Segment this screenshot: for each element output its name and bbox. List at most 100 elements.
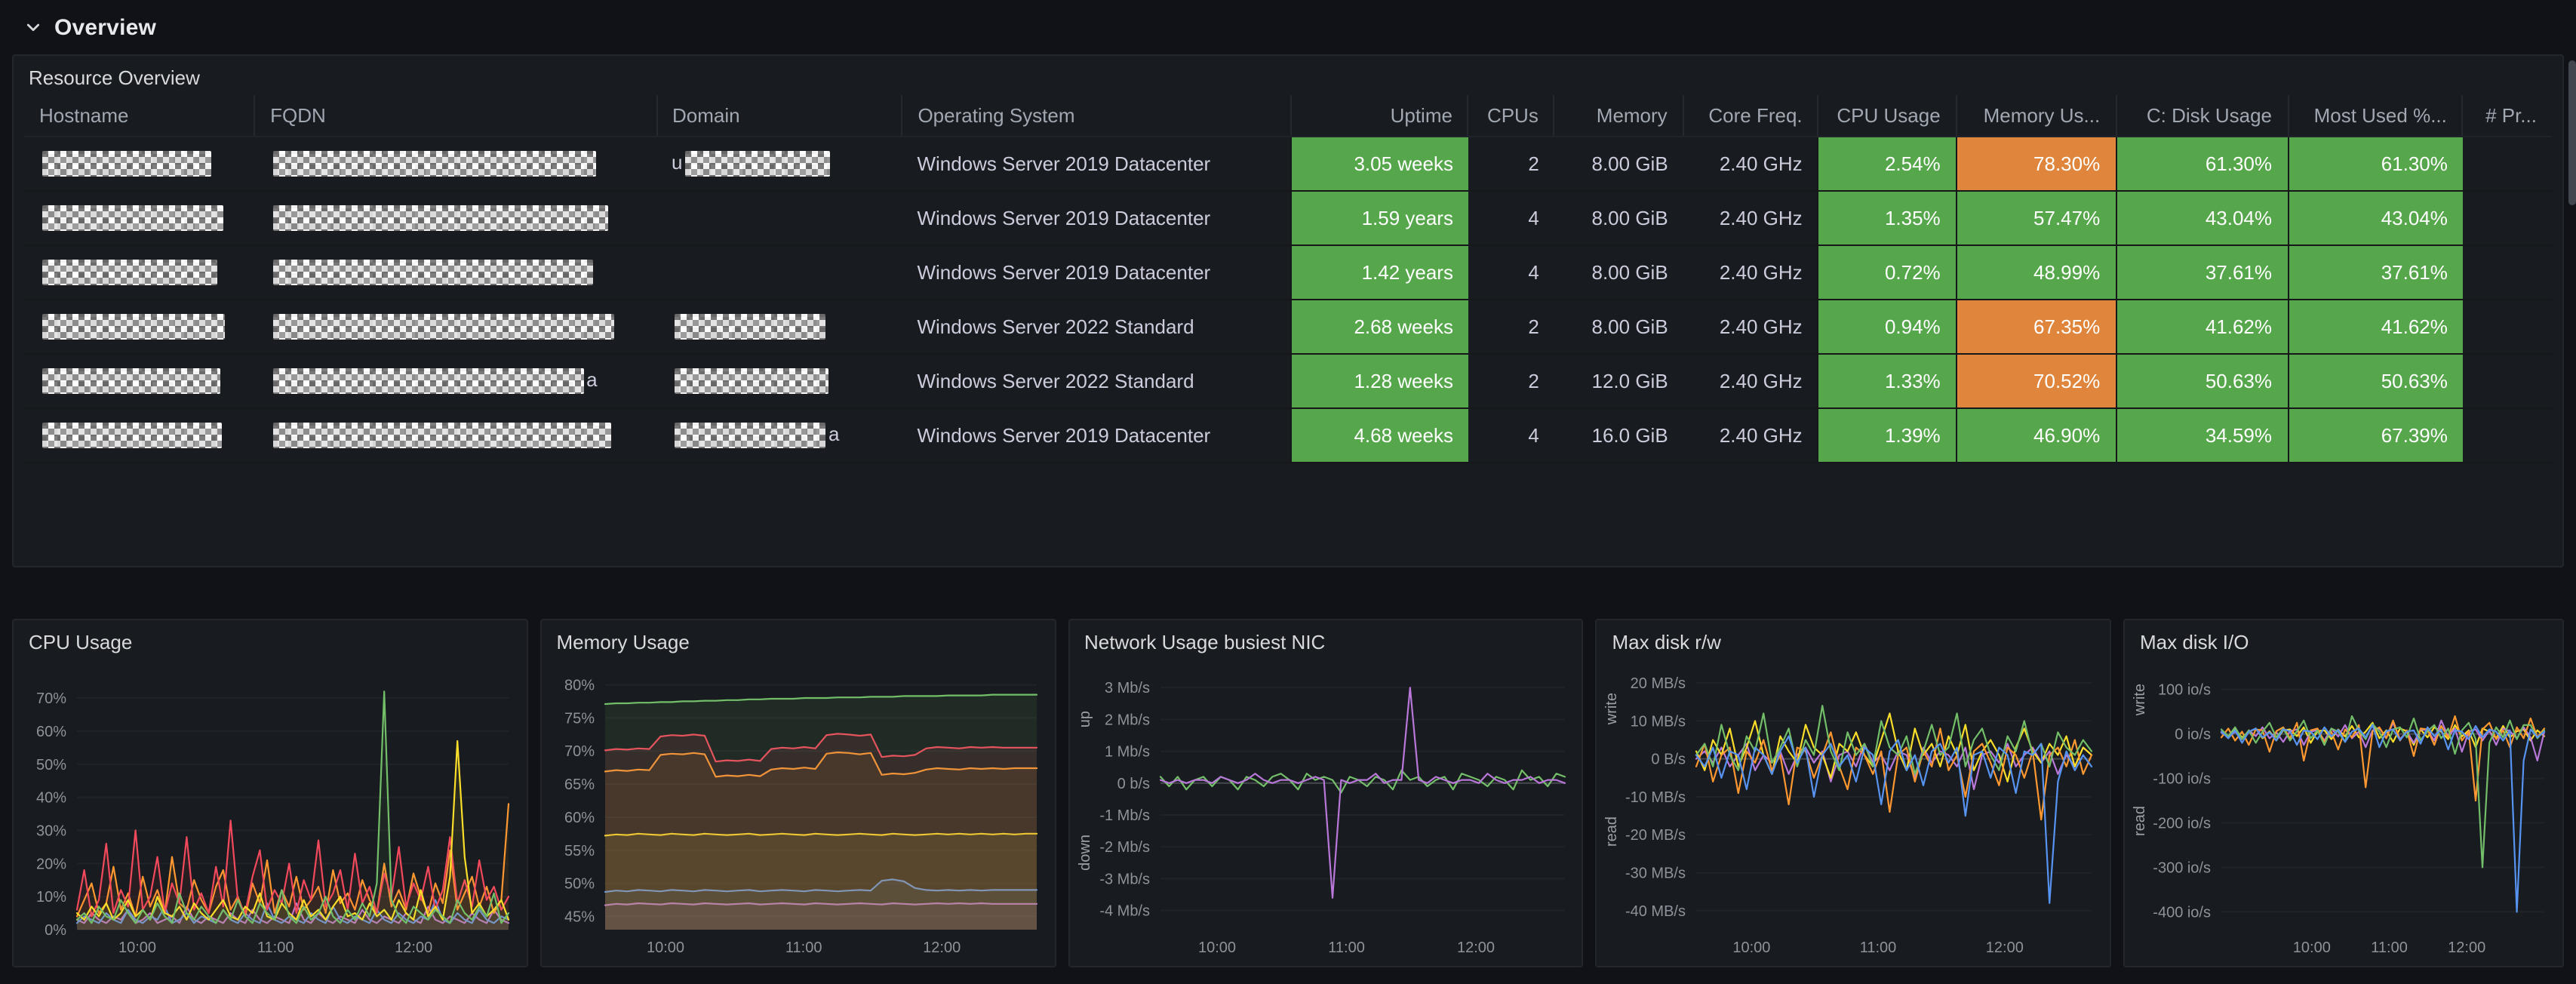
panel-title-max-disk-rw[interactable]: Max disk r/w	[1612, 631, 1721, 653]
c-disk-usage-cell: 43.04%	[2115, 191, 2288, 246]
svg-text:12:00: 12:00	[395, 939, 432, 956]
column-header-uptime[interactable]: Uptime	[1290, 95, 1468, 137]
column-header-os[interactable]: Operating System	[901, 95, 1291, 137]
c-disk-usage-cell: 37.61%	[2115, 245, 2288, 300]
svg-text:45%: 45%	[564, 909, 594, 925]
redacted-text	[42, 151, 211, 177]
svg-text:0 io/s: 0 io/s	[2175, 727, 2211, 743]
memory-usage-cell: 78.30%	[1955, 137, 2116, 192]
scrollbar[interactable]	[2568, 57, 2576, 972]
memory-usage-cell: 57.47%	[1955, 191, 2116, 246]
most-used-cell: 43.04%	[2287, 191, 2463, 246]
column-header-cpus[interactable]: CPUs	[1467, 95, 1554, 137]
fqdn-cell	[254, 137, 656, 192]
memory-cell: 12.0 GiB	[1554, 354, 1683, 409]
panel-title-memory-usage[interactable]: Memory Usage	[556, 631, 690, 653]
memory-usage-chart[interactable]: 45% 50% 55% 60% 65% 70% 75% 80% 10:00 11:00 12:00	[548, 663, 1046, 960]
hostname-cell	[24, 354, 255, 409]
svg-text:55%: 55%	[564, 843, 594, 859]
panel-cpu-usage: CPU Usage 0% 10% 20% 30% 40% 50% 60% 70% 10:00 11…	[12, 619, 528, 967]
svg-text:75%: 75%	[564, 710, 594, 727]
column-header-fqdn[interactable]: FQDN	[254, 95, 656, 137]
cpu-usage-cell: 0.94%	[1817, 300, 1957, 355]
domain-cell	[656, 300, 902, 355]
panel-title-cpu-usage[interactable]: CPU Usage	[29, 631, 133, 653]
os-cell: Windows Server 2019 Datacenter	[902, 245, 1291, 300]
uptime-cell: 1.28 weeks	[1290, 354, 1468, 409]
column-header-memory[interactable]: Memory	[1553, 95, 1683, 137]
svg-text:2 Mb/s: 2 Mb/s	[1104, 712, 1149, 728]
memory-cell: 8.00 GiB	[1554, 300, 1683, 355]
svg-text:20%: 20%	[36, 856, 66, 872]
svg-text:-400 io/s: -400 io/s	[2153, 904, 2211, 921]
os-cell: Windows Server 2022 Standard	[902, 300, 1291, 355]
processes-cell	[2462, 300, 2552, 355]
svg-text:11:00: 11:00	[257, 939, 294, 956]
core-freq-cell: 2.40 GHz	[1683, 245, 1818, 300]
table-row: a Windows Server 2019 Datacenter 4.68 week…	[24, 408, 2552, 463]
hostname-cell	[24, 245, 255, 300]
column-header-most_used[interactable]: Most Used %...	[2287, 95, 2463, 137]
column-header-cpu_usage[interactable]: CPU Usage	[1817, 95, 1957, 137]
fqdn-cell	[254, 191, 656, 246]
row-header-overview[interactable]: Overview	[0, 0, 2576, 54]
redacted-text	[272, 260, 593, 286]
svg-text:11:00: 11:00	[1327, 939, 1364, 956]
max-disk-rw-chart-area: write read 20 MB/s 10 MB/s 0 B/s -10 MB/s -2…	[1603, 663, 2101, 960]
panel-title-network-usage[interactable]: Network Usage busiest NIC	[1084, 631, 1326, 653]
column-header-domain[interactable]: Domain	[656, 95, 902, 137]
c-disk-usage-cell: 34.59%	[2115, 408, 2288, 463]
column-header-processes[interactable]: # Pr...	[2461, 95, 2552, 137]
cpu-usage-cell: 1.33%	[1817, 354, 1957, 409]
column-header-core_freq[interactable]: Core Freq.	[1682, 95, 1818, 137]
svg-text:12:00: 12:00	[2448, 939, 2485, 956]
svg-text:10:00: 10:00	[118, 939, 156, 956]
most-used-cell: 67.39%	[2287, 408, 2463, 463]
most-used-cell: 50.63%	[2287, 354, 2463, 409]
dashboard-content: Resource Overview Hostname FQDN Domain Oper…	[0, 54, 2576, 967]
panel-title-max-disk-io[interactable]: Max disk I/O	[2140, 631, 2249, 653]
column-header-hostname[interactable]: Hostname	[24, 95, 255, 137]
resource-table-wrap[interactable]: Hostname FQDN Domain Operating System Uptime…	[14, 95, 2562, 566]
memory-usage-cell: 46.90%	[1955, 408, 2116, 463]
uptime-cell: 1.59 years	[1290, 191, 1468, 246]
core-freq-cell: 2.40 GHz	[1683, 408, 1818, 463]
cpu-usage-chart-area: 0% 10% 20% 30% 40% 50% 60% 70% 10:00 11:00 12:00	[20, 663, 518, 960]
cpus-cell: 4	[1468, 245, 1554, 300]
scrollbar-thumb[interactable]	[2568, 60, 2576, 205]
svg-text:65%: 65%	[564, 776, 594, 793]
max-disk-io-chart[interactable]: 100 io/s 0 io/s -100 io/s -200 io/s -300 io/…	[2131, 663, 2553, 960]
svg-text:60%: 60%	[36, 724, 66, 740]
cpus-cell: 2	[1468, 137, 1554, 192]
svg-text:-20 MB/s: -20 MB/s	[1625, 827, 1686, 844]
domain-cell	[656, 354, 902, 409]
svg-text:-1 Mb/s: -1 Mb/s	[1099, 807, 1149, 824]
redacted-text	[42, 260, 217, 286]
svg-text:10:00: 10:00	[1197, 939, 1235, 956]
fqdn-cell	[254, 245, 656, 300]
redacted-text	[42, 423, 222, 449]
hostname-cell	[24, 191, 255, 246]
svg-text:20 MB/s: 20 MB/s	[1631, 675, 1686, 692]
svg-text:11:00: 11:00	[785, 939, 822, 956]
max-disk-rw-chart[interactable]: 20 MB/s 10 MB/s 0 B/s -10 MB/s -20 MB/s -30 M…	[1603, 663, 2101, 960]
memory-usage-cell: 67.35%	[1955, 300, 2116, 355]
panel-title-resource-overview[interactable]: Resource Overview	[29, 66, 200, 89]
hostname-cell	[24, 137, 255, 192]
most-used-cell: 41.62%	[2287, 300, 2463, 355]
cpu-usage-chart[interactable]: 0% 10% 20% 30% 40% 50% 60% 70% 10:00 11:00 12:00	[20, 663, 518, 960]
core-freq-cell: 2.40 GHz	[1683, 354, 1818, 409]
column-header-memory_usage[interactable]: Memory Us...	[1955, 95, 2116, 137]
processes-cell	[2462, 245, 2552, 300]
svg-text:-40 MB/s: -40 MB/s	[1625, 903, 1686, 920]
network-usage-chart[interactable]: 3 Mb/s 2 Mb/s 1 Mb/s 0 b/s -1 Mb/s -2 Mb/s -3 …	[1075, 663, 1573, 960]
column-header-c_disk_usage[interactable]: C: Disk Usage	[2115, 95, 2288, 137]
resource-table-head: Hostname FQDN Domain Operating System Uptime…	[24, 95, 2552, 137]
uptime-cell: 1.42 years	[1290, 245, 1468, 300]
memory-cell: 8.00 GiB	[1554, 191, 1683, 246]
domain-cell	[656, 191, 902, 246]
uptime-cell: 4.68 weeks	[1290, 408, 1468, 463]
max-disk-io-chart-area: write read 100 io/s 0 io/s -100 io/s -200 i…	[2131, 663, 2553, 960]
processes-cell	[2462, 408, 2552, 463]
